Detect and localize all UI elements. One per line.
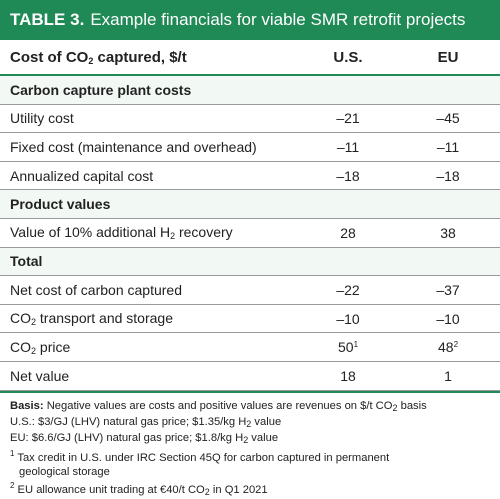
cell-eu: –37 — [436, 281, 460, 298]
cell-eu: –10 — [436, 310, 460, 327]
table-caption: Example financials for viable SMR retrof… — [90, 10, 466, 29]
footnote-2: 2 EU allowance unit trading at €40/t CO2… — [10, 480, 268, 497]
cell-eu: –11 — [436, 138, 460, 155]
cell-us: –10 — [336, 310, 360, 327]
table-row: Fixed cost (maintenance and overhead) –11… — [0, 133, 500, 162]
cell-us: –18 — [336, 167, 360, 184]
cell-eu: 1 — [444, 367, 452, 384]
table-header: Cost of CO2 captured, $/t U.S. EU — [0, 40, 500, 76]
cell-us: 28 — [340, 224, 356, 241]
table-row: Annualized capital cost –18 –18 — [0, 162, 500, 191]
table-bottom-rule — [0, 390, 500, 393]
cell-us: 18 — [340, 367, 356, 384]
cell-us: –11 — [336, 138, 360, 155]
row-label: Utility cost — [10, 110, 74, 127]
cell-us: –22 — [336, 281, 360, 298]
cell-us: 501 — [337, 339, 359, 356]
footnote-1-continued: geological storage — [19, 465, 110, 478]
cell-us: –21 — [336, 110, 360, 127]
table-row: Net cost of carbon captured –22 –37 — [0, 276, 500, 305]
section-row: Carbon capture plant costs — [0, 76, 500, 105]
row-label: Value of 10% additional H2 recovery — [10, 224, 233, 242]
header-eu: EU — [437, 48, 459, 66]
cell-eu: –18 — [436, 167, 460, 184]
basis-note: Basis: Negative values are costs and pos… — [10, 399, 427, 413]
row-label: Product values — [10, 196, 111, 213]
table-number: TABLE 3. — [10, 10, 85, 29]
row-label: Annualized capital cost — [10, 167, 154, 184]
section-row: Product values — [0, 190, 500, 219]
eu-basis-note: EU: $6.6/GJ (LHV) natural gas price; $1.… — [10, 431, 279, 445]
cell-eu: –45 — [436, 110, 460, 127]
row-label: CO2 transport and storage — [10, 310, 173, 328]
row-label: Fixed cost (maintenance and overhead) — [10, 138, 257, 155]
cell-eu: 38 — [440, 224, 456, 241]
table-row: Utility cost –21 –45 — [0, 105, 500, 134]
table-title: TABLE 3. Example financials for viable S… — [0, 0, 500, 40]
section-row: Total — [0, 247, 500, 277]
header-label: Cost of CO2 captured, $/t — [10, 48, 187, 66]
table-body: Carbon capture plant costs Utility cost –2… — [0, 76, 500, 393]
table-row: Value of 10% additional H2 recovery 28 38 — [0, 219, 500, 248]
footnote-1: 1 Tax credit in U.S. under IRC Section 4… — [10, 448, 390, 464]
table-row: CO2 price 501 482 — [0, 333, 500, 362]
cell-eu: 482 — [437, 339, 459, 356]
table-row: Net value 18 1 — [0, 362, 500, 391]
row-label: Net value — [10, 367, 70, 384]
row-label: Net cost of carbon captured — [10, 281, 182, 298]
row-label: CO2 price — [10, 338, 71, 356]
us-basis-note: U.S.: $3/GJ (LHV) natural gas price; $1.… — [10, 415, 282, 429]
header-us: U.S. — [333, 48, 363, 66]
row-label: Total — [10, 253, 43, 270]
table-row: CO2 transport and storage –10 –10 — [0, 305, 500, 334]
row-label: Carbon capture plant costs — [10, 81, 192, 98]
table-notes: Basis: Negative values are costs and pos… — [0, 393, 500, 499]
